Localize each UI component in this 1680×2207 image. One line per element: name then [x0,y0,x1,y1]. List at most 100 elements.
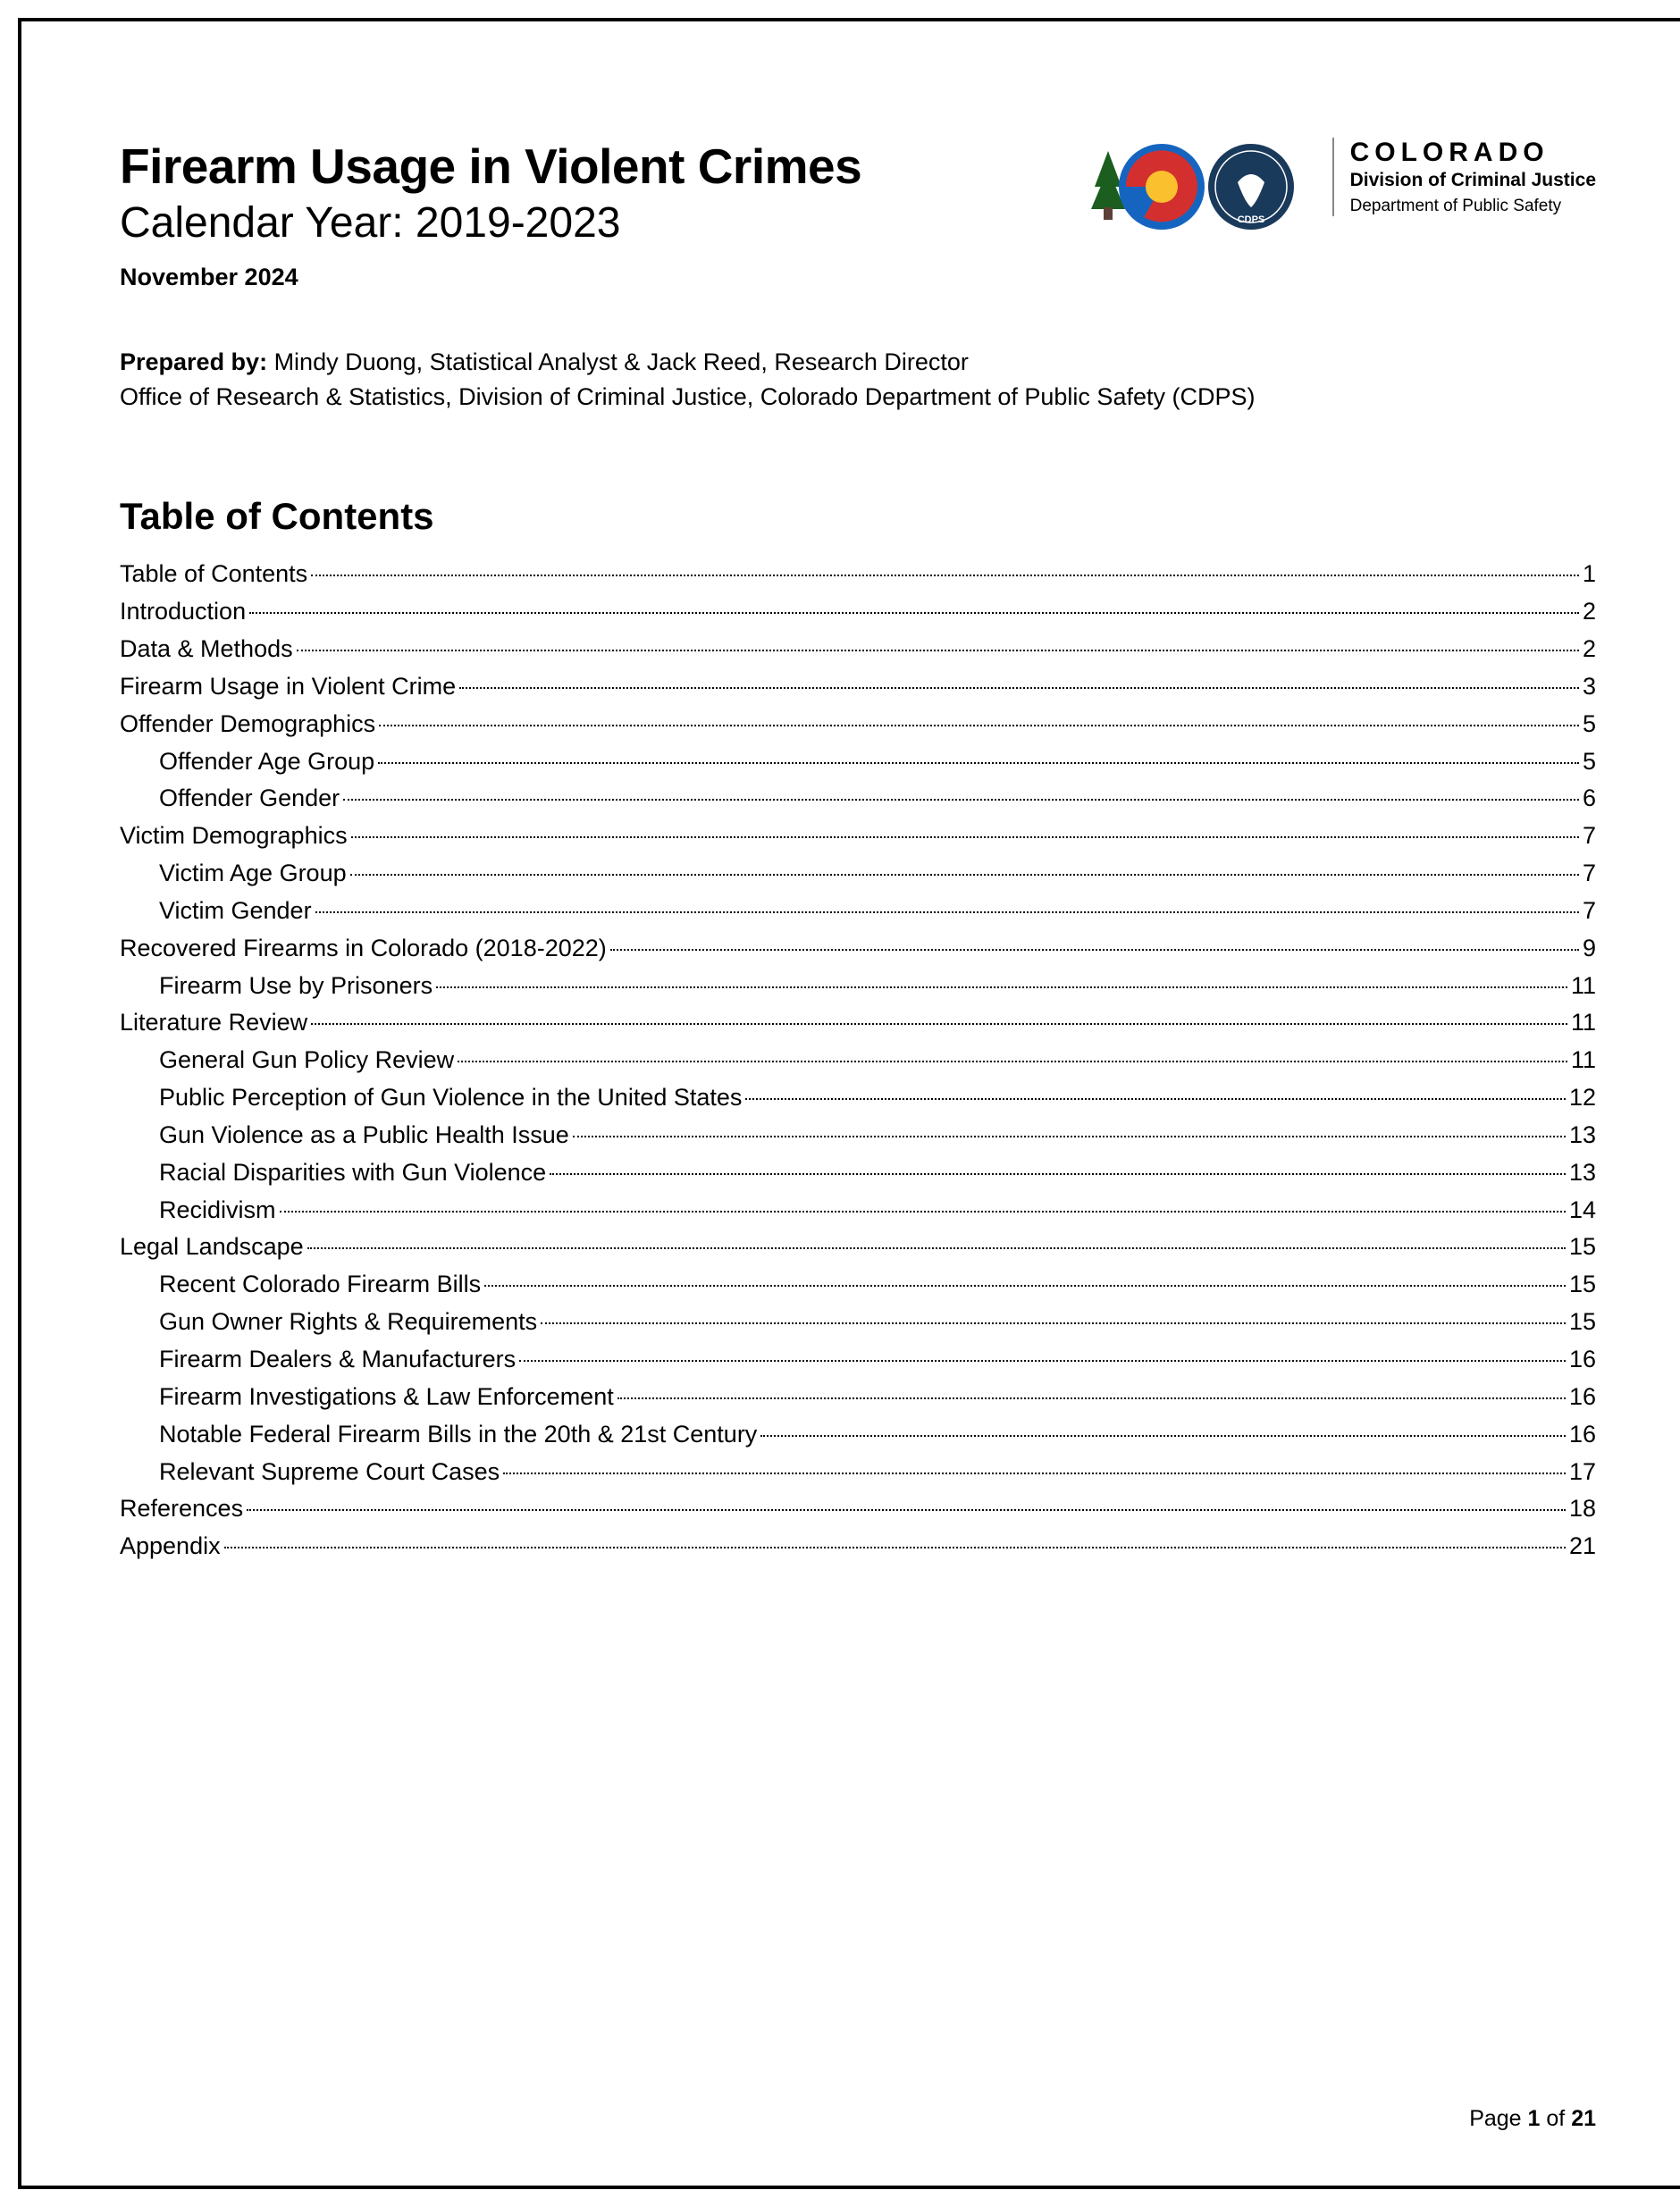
toc-entry[interactable]: Victim Demographics7 [120,818,1596,855]
toc-entry[interactable]: Victim Age Group7 [120,855,1596,893]
toc-entry[interactable]: Literature Review11 [120,1004,1596,1042]
toc-entry-label: Offender Age Group [159,743,374,781]
toc-entry[interactable]: Recent Colorado Firearm Bills15 [120,1266,1596,1304]
toc-leader-dots [617,1397,1566,1399]
document-title: Firearm Usage in Violent Crimes [120,138,1086,195]
toc-leader-dots [378,762,1579,764]
toc-entry-page: 2 [1583,593,1596,631]
toc-entry-label: Recidivism [159,1192,276,1229]
toc-leader-dots [436,986,1567,988]
toc-entry[interactable]: Firearm Dealers & Manufacturers16 [120,1341,1596,1379]
toc-leader-dots [280,1211,1566,1213]
footer-current-page: 1 [1528,2106,1541,2131]
toc-entry[interactable]: References 18 [120,1490,1596,1528]
toc-entry[interactable]: Offender Demographics5 [120,706,1596,743]
toc-entry-label: Victim Age Group [159,855,347,893]
toc-entry[interactable]: Appendix21 [120,1528,1596,1565]
toc-leader-dots [247,1509,1566,1511]
toc-entry-page: 15 [1569,1304,1596,1341]
toc-entry[interactable]: General Gun Policy Review11 [120,1042,1596,1079]
toc-entry-label: Offender Demographics [120,706,375,743]
toc-entry-page: 3 [1583,668,1596,706]
toc-entry[interactable]: Racial Disparities with Gun Violence13 [120,1154,1596,1192]
toc-entry[interactable]: Recidivism 14 [120,1192,1596,1229]
toc-entry[interactable]: Table of Contents 1 [120,556,1596,593]
toc-entry-page: 1 [1583,556,1596,593]
toc-entry-label: Appendix [120,1528,221,1565]
toc-leader-dots [343,799,1579,801]
toc-entry-label: Firearm Usage in Violent Crime [120,668,456,706]
toc-entry[interactable]: Relevant Supreme Court Cases17 [120,1454,1596,1491]
toc-leader-dots [519,1360,1566,1362]
toc-entry-label: Firearm Investigations & Law Enforcement [159,1379,614,1416]
toc-entry[interactable]: Firearm Usage in Violent Crime 3 [120,668,1596,706]
toc-entry[interactable]: Firearm Investigations & Law Enforcement… [120,1379,1596,1416]
toc-entry-label: References [120,1490,243,1528]
toc-entry-page: 13 [1569,1117,1596,1154]
toc-entry[interactable]: Offender Age Group5 [120,743,1596,781]
toc-entry-label: Firearm Dealers & Manufacturers [159,1341,516,1379]
toc-entry[interactable]: Public Perception of Gun Violence in the… [120,1079,1596,1117]
toc-leader-dots [745,1098,1566,1100]
toc-entry-label: Firearm Use by Prisoners [159,968,433,1005]
prepared-by-line: Prepared by: Mindy Duong, Statistical An… [120,345,1596,380]
title-block: Firearm Usage in Violent Crimes Calendar… [120,138,1086,291]
toc-entry-label: Introduction [120,593,246,631]
footer-prefix: Page [1469,2106,1527,2131]
prepared-by-office: Office of Research & Statistics, Divisio… [120,380,1596,415]
toc-entry-page: 16 [1569,1416,1596,1454]
toc-entry-label: Victim Gender [159,893,312,930]
toc-leader-dots [297,650,1579,651]
page-footer: Page 1 of 21 [1469,2106,1596,2132]
toc-entry-label: Gun Violence as a Public Health Issue [159,1117,569,1154]
toc-leader-dots [541,1322,1566,1324]
toc-entry[interactable]: Gun Violence as a Public Health Issue 13 [120,1117,1596,1154]
toc-entry[interactable]: Recovered Firearms in Colorado (2018-202… [120,930,1596,968]
toc-leader-dots [249,612,1579,614]
prepared-by-authors: Mindy Duong, Statistical Analyst & Jack … [267,348,969,375]
toc-leader-dots [459,687,1579,689]
toc-leader-dots [573,1136,1566,1137]
toc-entry-page: 15 [1569,1229,1596,1266]
header-row: Firearm Usage in Violent Crimes Calendar… [120,138,1596,291]
prepared-by-label: Prepared by: [120,348,267,375]
toc-entry-label: General Gun Policy Review [159,1042,454,1079]
logo-division-name: Division of Criminal Justice [1350,170,1596,191]
toc-entry-label: Recovered Firearms in Colorado (2018-202… [120,930,607,968]
footer-total-pages: 21 [1571,2106,1596,2131]
logo-text-block: COLORADO Division of Criminal Justice De… [1332,138,1596,216]
toc-entry-label: Recent Colorado Firearm Bills [159,1266,481,1304]
toc-entry[interactable]: Legal Landscape 15 [120,1229,1596,1266]
toc-entry[interactable]: Introduction 2 [120,593,1596,631]
toc-leader-dots [350,874,1579,876]
toc-entry[interactable]: Notable Federal Firearm Bills in the 20t… [120,1416,1596,1454]
toc-entry-label: Data & Methods [120,631,293,668]
toc-entry[interactable]: Firearm Use by Prisoners 11 [120,968,1596,1005]
toc-entry-page: 14 [1569,1192,1596,1229]
footer-middle: of [1540,2106,1571,2131]
toc-entry-page: 18 [1569,1490,1596,1528]
toc-entry-label: Offender Gender [159,780,340,818]
toc-entry-page: 11 [1571,1004,1596,1042]
document-page: Firearm Usage in Violent Crimes Calendar… [18,18,1680,2189]
toc-entry-label: Gun Owner Rights & Requirements [159,1304,537,1341]
toc-entry-page: 16 [1569,1379,1596,1416]
toc-entry-label: Table of Contents [120,556,307,593]
toc-leader-dots [311,1023,1567,1025]
toc-entry-page: 11 [1571,968,1596,1005]
toc-entry-page: 6 [1583,780,1596,818]
svg-text:CDPS: CDPS [1237,214,1264,225]
toc-entry[interactable]: Data & Methods2 [120,631,1596,668]
toc-entry[interactable]: Victim Gender7 [120,893,1596,930]
toc-entry-page: 12 [1569,1079,1596,1117]
document-date: November 2024 [120,264,1086,291]
toc-entry-page: 7 [1583,818,1596,855]
toc-leader-dots [315,911,1579,913]
toc-entry[interactable]: Gun Owner Rights & Requirements 15 [120,1304,1596,1341]
toc-leader-dots [760,1435,1566,1437]
toc-entry-label: Racial Disparities with Gun Violence [159,1154,546,1192]
toc-entry[interactable]: Offender Gender 6 [120,780,1596,818]
toc-entry-label: Legal Landscape [120,1229,304,1266]
toc-leader-dots [307,1247,1566,1249]
toc-leader-dots [311,575,1579,576]
